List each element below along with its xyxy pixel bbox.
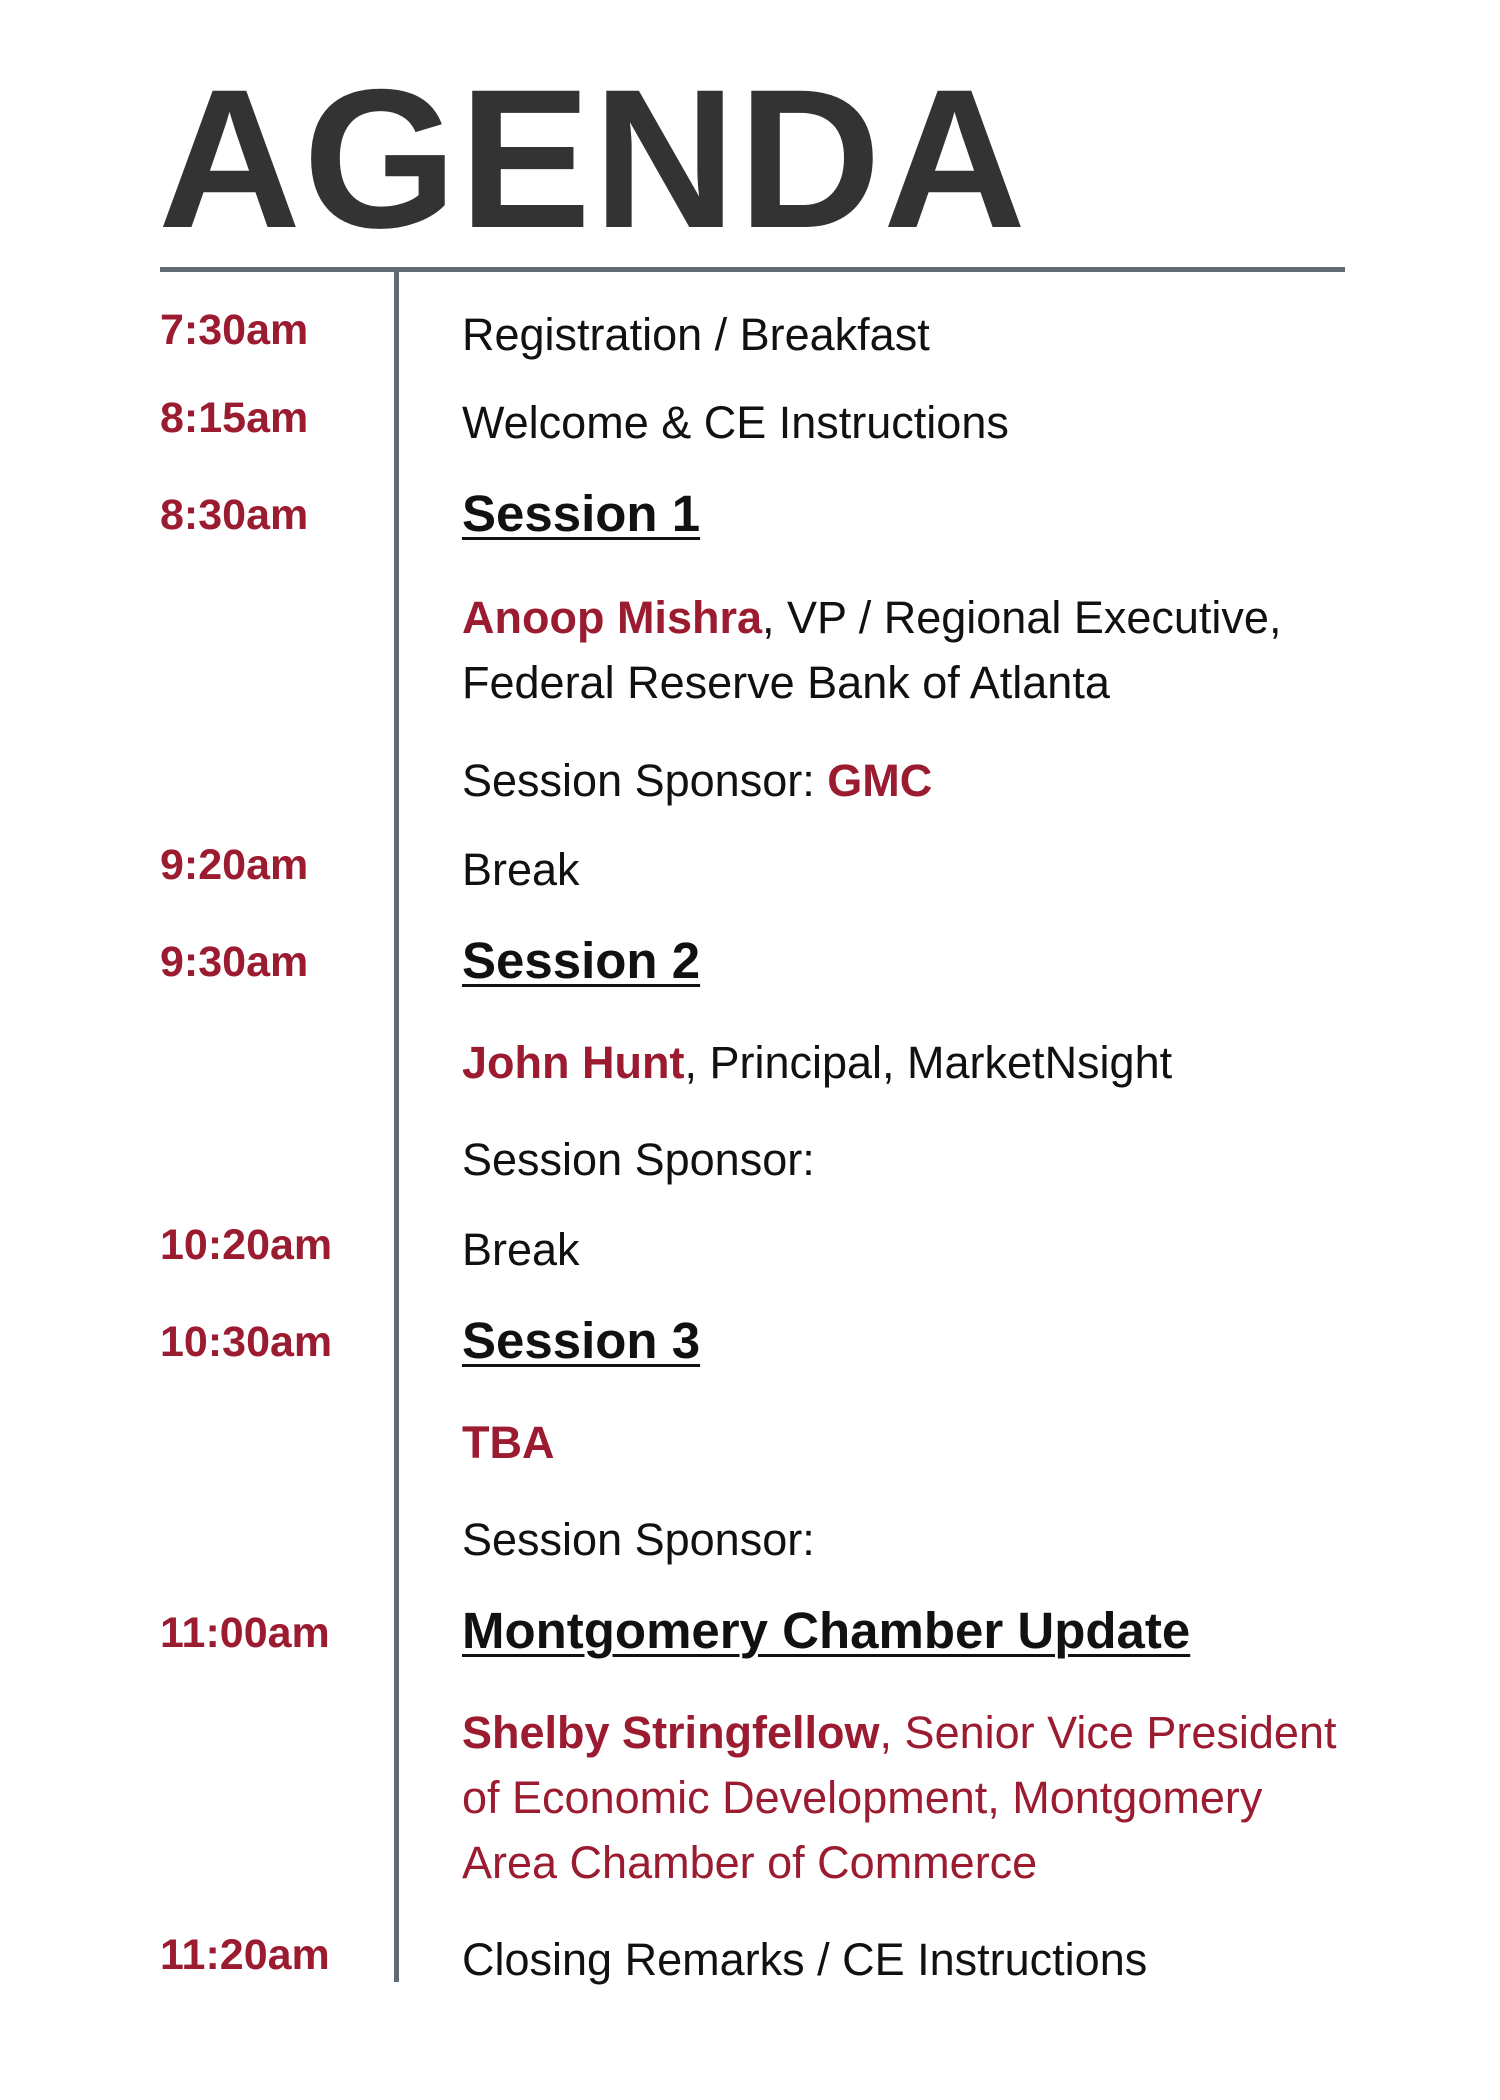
agenda-time: 9:20am	[160, 841, 309, 889]
speaker-detail: , Senior Vice President	[879, 1707, 1337, 1758]
speaker-detail: , Principal, MarketNsight	[684, 1037, 1173, 1088]
speaker-line: Anoop Mishra, VP / Regional Executive,	[462, 585, 1362, 650]
session-heading: Session 2	[462, 932, 701, 989]
agenda-item-title: Break	[462, 844, 580, 895]
speaker-name: John Hunt	[462, 1037, 685, 1088]
agenda-time: 8:30am	[160, 491, 309, 539]
sponsor-line: Session Sponsor:	[462, 1134, 815, 1185]
session-heading: Session 3	[462, 1312, 701, 1369]
title-divider	[160, 267, 1345, 272]
agenda-time: 11:20am	[160, 1931, 330, 1979]
timeline-divider	[394, 272, 399, 1982]
agenda-time: 9:30am	[160, 938, 309, 986]
sponsor-line: Session Sponsor: GMC	[462, 748, 1362, 813]
agenda-time: 7:30am	[160, 306, 309, 354]
session-heading: Montgomery Chamber Update	[462, 1602, 1191, 1659]
speaker-line: John Hunt, Principal, MarketNsight	[462, 1030, 1362, 1095]
speaker-detail-line: Federal Reserve Bank of Atlanta	[462, 657, 1110, 708]
agenda-item-title: Closing Remarks / CE Instructions	[462, 1934, 1148, 1985]
session-heading: Session 1	[462, 485, 701, 542]
speaker-name: Shelby Stringfellow	[462, 1707, 880, 1758]
speaker-detail: , VP / Regional Executive,	[762, 592, 1282, 643]
sponsor-line: Session Sponsor:	[462, 1514, 815, 1565]
sponsor-name: GMC	[827, 755, 933, 806]
speaker-name: Anoop Mishra	[462, 592, 762, 643]
agenda-time: 11:00am	[160, 1609, 330, 1657]
speaker-name: TBA	[462, 1417, 555, 1468]
agenda-time: 10:30am	[160, 1318, 333, 1366]
sponsor-label: Session Sponsor:	[462, 755, 815, 806]
speaker-detail-line: of Economic Development, Montgomery	[462, 1772, 1263, 1823]
speaker-detail-line: Area Chamber of Commerce	[462, 1837, 1038, 1888]
page-title: AGENDA	[158, 48, 1029, 269]
speaker-line: Shelby Stringfellow, Senior Vice Preside…	[462, 1700, 1362, 1765]
agenda-time: 10:20am	[160, 1221, 333, 1269]
agenda-item-title: Welcome & CE Instructions	[462, 397, 1009, 448]
agenda-time: 8:15am	[160, 394, 309, 442]
agenda-item-title: Registration / Breakfast	[462, 309, 930, 360]
agenda-item-title: Break	[462, 1224, 580, 1275]
